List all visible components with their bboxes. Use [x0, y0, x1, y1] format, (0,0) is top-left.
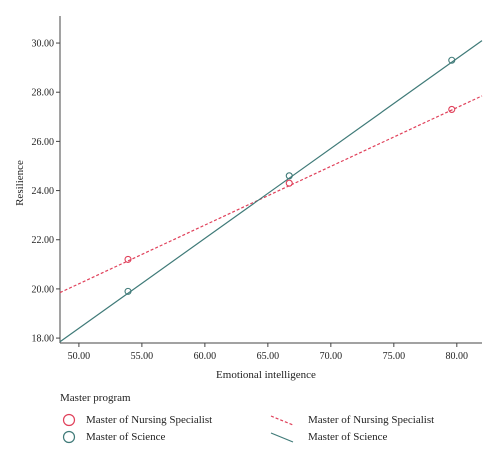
x-tick-label: 50.00: [68, 351, 91, 362]
y-tick-label: 26.00: [32, 137, 55, 148]
fit-line-series-0: [59, 95, 483, 294]
y-tick-label: 24.00: [32, 186, 55, 197]
x-axis-label: Emotional intelligence: [216, 369, 316, 381]
y-tick-label: 30.00: [32, 39, 55, 50]
y-tick-label: 22.00: [32, 235, 55, 246]
data-point-series-1: [124, 287, 132, 295]
y-axis-label: Resilience: [14, 160, 26, 206]
data-point-series-0: [124, 255, 132, 263]
y-tick-label: 18.00: [32, 334, 55, 345]
axes: 50.00 55.00 60.00 65.00 70.00 75.00 80.00 18.00…: [32, 16, 482, 362]
x-tick-label: 60.00: [194, 351, 217, 362]
x-tick-label: 65.00: [257, 351, 280, 362]
x-tick-label: 75.00: [383, 351, 406, 362]
x-tick-label: 70.00: [320, 351, 343, 362]
x-tick-label: 55.00: [131, 351, 154, 362]
y-tick-label: 20.00: [32, 284, 55, 295]
data-point-series-0: [285, 179, 293, 187]
data-point-series-1: [448, 56, 456, 64]
data-points: [124, 56, 456, 295]
data-point-series-0: [448, 105, 456, 113]
fit-lines: [59, 40, 483, 343]
x-tick-label: 80.00: [446, 351, 469, 362]
data-point-series-1: [285, 172, 293, 180]
y-tick-label: 28.00: [32, 88, 55, 99]
fit-line-series-1: [59, 40, 483, 343]
